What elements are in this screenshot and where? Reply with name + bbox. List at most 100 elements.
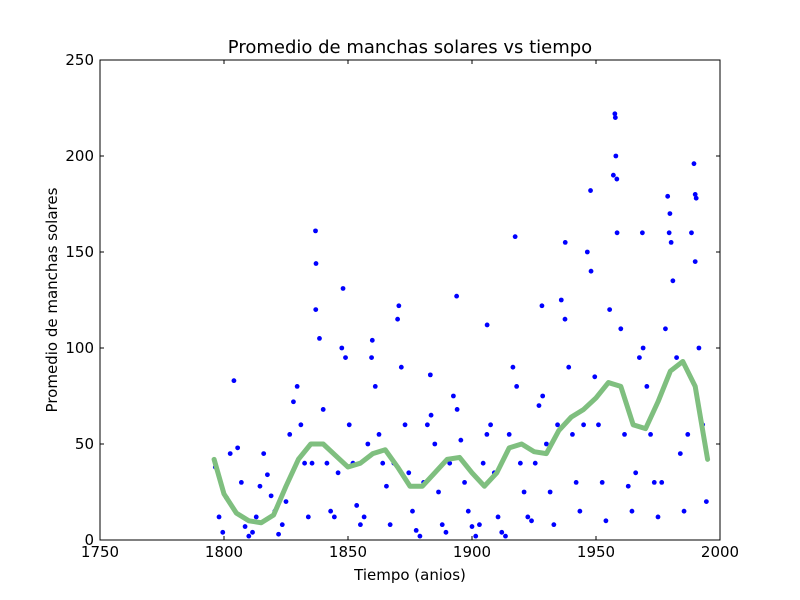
data-point [417, 533, 423, 539]
x-tick-label: 1950 [577, 543, 615, 561]
data-point [551, 522, 557, 528]
data-point [570, 432, 575, 437]
data-point [544, 441, 549, 447]
data-point [668, 240, 674, 245]
data-point [640, 345, 646, 351]
data-point [577, 508, 583, 514]
data-point [639, 230, 645, 236]
data-point [529, 518, 534, 524]
data-point [395, 316, 400, 322]
data-point [588, 188, 593, 193]
data-point [584, 249, 590, 255]
data-point [265, 472, 270, 478]
trend-line-layer [211, 358, 711, 526]
data-point [480, 460, 486, 466]
data-point [235, 445, 241, 451]
data-point [629, 508, 635, 514]
data-point [465, 508, 471, 514]
x-tick-label: 1850 [329, 543, 367, 561]
data-point [539, 303, 545, 309]
data-point [666, 230, 672, 236]
data-point [603, 518, 609, 524]
data-point [566, 364, 572, 370]
data-point [427, 372, 433, 378]
data-point [454, 293, 460, 299]
data-point [644, 384, 650, 389]
data-point [622, 432, 627, 437]
x-tick-label: 2000 [701, 543, 739, 561]
data-point [610, 172, 616, 178]
data-point [532, 460, 538, 466]
data-point [558, 297, 564, 303]
data-point [469, 524, 475, 529]
data-point [276, 531, 281, 537]
y-tick-label: 250 [65, 51, 94, 69]
data-point [588, 268, 594, 274]
data-point [283, 499, 289, 504]
data-point [607, 307, 613, 312]
data-point [428, 412, 434, 418]
data-point [250, 529, 255, 535]
data-point [372, 384, 378, 389]
data-point [376, 432, 382, 437]
data-point [499, 529, 505, 535]
data-point [614, 176, 620, 182]
x-tick-label: 1750 [81, 543, 119, 561]
data-point [648, 432, 653, 437]
data-point [287, 432, 293, 437]
y-tick-label: 150 [65, 243, 94, 261]
data-point [659, 480, 665, 485]
data-point [525, 514, 531, 520]
data-point [693, 195, 699, 201]
data-point [384, 483, 389, 489]
data-point [354, 503, 360, 508]
data-point [340, 286, 346, 291]
data-point [581, 422, 586, 428]
data-point [692, 192, 698, 197]
x-axis-ticks: 1750 1800 1850 1900 1950 2000 [81, 60, 739, 561]
data-point [331, 514, 337, 520]
data-point [677, 451, 683, 456]
data-point [324, 460, 330, 466]
data-point [447, 460, 453, 466]
data-point [613, 153, 619, 159]
data-point [291, 399, 296, 405]
data-point [387, 522, 393, 528]
data-point [562, 316, 568, 322]
data-point [361, 514, 367, 520]
data-point [358, 522, 363, 528]
data-point [439, 522, 445, 528]
data-point [294, 384, 300, 389]
plot-area [100, 60, 720, 540]
y-axis-ticks: 0 50 100 150 200 250 [65, 51, 720, 549]
data-point [268, 493, 274, 499]
data-point [555, 422, 560, 428]
data-point [696, 345, 702, 351]
data-point [246, 533, 252, 539]
data-point [443, 529, 449, 535]
data-point [681, 508, 687, 514]
data-point [365, 441, 371, 447]
data-point [410, 508, 415, 514]
data-point [618, 326, 624, 332]
data-point [670, 278, 676, 284]
data-point [313, 261, 319, 266]
data-point [514, 384, 520, 389]
x-axis-label: Tiempo (anios) [353, 566, 466, 584]
data-point [612, 115, 618, 120]
data-point [436, 489, 441, 495]
data-point [685, 432, 691, 437]
data-point [328, 508, 334, 514]
data-point [655, 514, 661, 520]
y-tick-label: 50 [75, 435, 94, 453]
data-point [540, 393, 546, 399]
data-point [521, 489, 527, 495]
data-point [484, 322, 490, 328]
data-point [517, 460, 523, 466]
data-point [242, 524, 248, 529]
chart-title: Promedio de manchas solares vs tiempo [228, 37, 592, 58]
data-point [398, 364, 404, 370]
data-point [473, 533, 479, 539]
data-point [633, 470, 639, 476]
x-tick-label: 1800 [205, 543, 243, 561]
